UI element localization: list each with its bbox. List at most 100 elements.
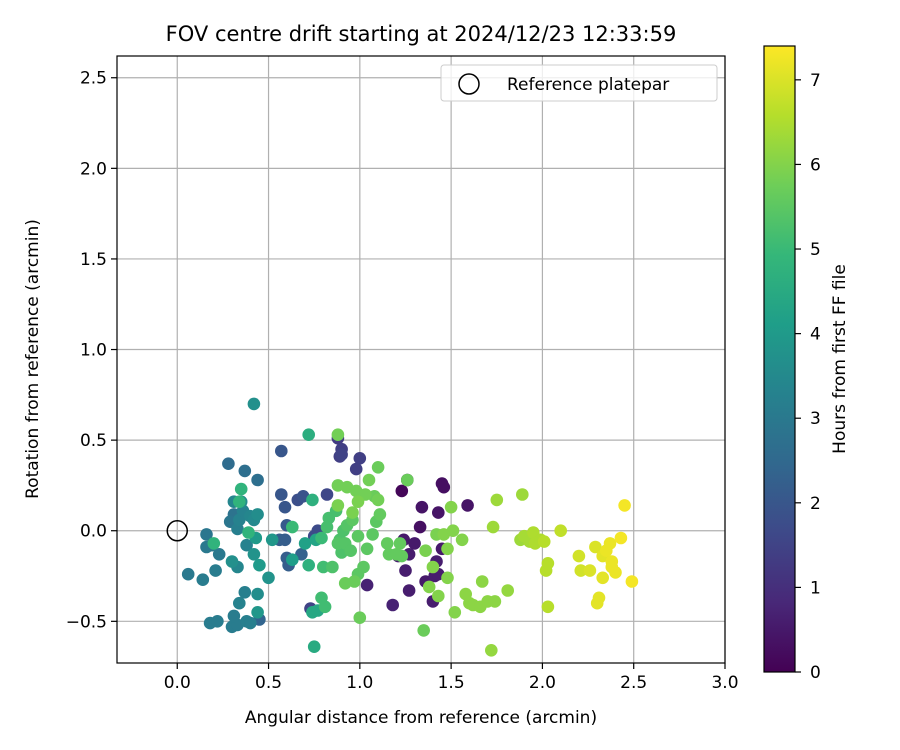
scatter-point [583, 564, 597, 577]
scatter-point [275, 444, 288, 458]
scatter-point [516, 488, 529, 501]
scatter-point [317, 560, 330, 574]
colorbar-tick-label: 0 [810, 663, 821, 683]
scatter-point [357, 560, 370, 574]
scatter-point [315, 591, 328, 605]
legend-marker-reference [458, 73, 480, 95]
x-tick-label: 2.0 [529, 673, 556, 693]
scatter-point [331, 428, 345, 442]
y-tick-label: 1.5 [80, 250, 107, 270]
scatter-point [251, 606, 264, 619]
scatter-point [373, 508, 387, 521]
scatter-point [486, 520, 500, 534]
colorbar-frame [763, 45, 796, 673]
legend-box [440, 64, 718, 102]
scatter-point [227, 609, 241, 623]
scatter-point [399, 564, 412, 577]
scatter-point [380, 537, 394, 550]
scatter-point [572, 549, 586, 563]
scatter-point [422, 580, 436, 594]
scatter-point [247, 548, 261, 561]
colorbar-tick-label: 6 [810, 155, 821, 175]
legend: Reference platepar [440, 64, 718, 102]
scatter-point [360, 542, 374, 556]
scatter-point [346, 506, 359, 519]
scatter-point [338, 577, 352, 590]
scatter-point [331, 479, 345, 492]
scatter-point [320, 488, 334, 501]
scatter-point [233, 495, 246, 509]
scatter-point [353, 452, 367, 465]
scatter-point [326, 560, 339, 574]
scatter-point [444, 500, 458, 514]
scatter-point [446, 524, 460, 537]
scatter-point [360, 578, 374, 592]
x-tick-label: 1.0 [346, 673, 373, 693]
plot-frame [116, 55, 726, 664]
scatter-point [349, 462, 363, 476]
y-tick-label: 2.5 [80, 69, 107, 89]
scatter-point [419, 544, 432, 557]
scatter-point [286, 520, 299, 534]
colorbar-tick-label: 4 [810, 325, 821, 345]
scatter-point [315, 531, 328, 545]
colorbar-tick-label: 1 [810, 578, 821, 598]
scatter-point [501, 584, 514, 597]
scatter-point [618, 499, 631, 512]
scatter-point [362, 473, 376, 487]
scatter-point [395, 484, 409, 498]
scatter-point [212, 548, 226, 561]
scatter-point [302, 558, 316, 572]
scatter-point [395, 549, 409, 563]
reference-marker [166, 519, 189, 542]
x-tick-label: 1.5 [438, 673, 465, 693]
colorbar-tick-label: 2 [810, 494, 821, 514]
scatter-point [181, 567, 195, 581]
scatter-point [307, 640, 321, 653]
scatter-point [225, 555, 239, 568]
scatter-point [353, 611, 367, 624]
scatter-point [234, 482, 248, 496]
data-points [181, 397, 639, 657]
colorbar-tick-label: 3 [810, 409, 821, 429]
scatter-point [222, 457, 235, 471]
scatter-point [437, 480, 451, 494]
scatter-point [541, 557, 555, 570]
y-tick-label: 0.5 [80, 431, 107, 451]
scatter-point [386, 598, 400, 612]
scatter-point [603, 537, 617, 550]
scatter-point [200, 528, 213, 541]
scatter-point [541, 600, 555, 614]
scatter-point [408, 537, 421, 550]
scatter-point [455, 533, 469, 547]
legend-label-reference: Reference platepar [507, 75, 669, 95]
scatter-point [244, 616, 257, 630]
scatter-point [331, 499, 345, 512]
scatter-point [432, 506, 445, 519]
scatter-point [278, 533, 292, 547]
y-tick-label: 0.0 [80, 522, 107, 542]
scatter-point [417, 624, 431, 637]
scatter-point [490, 493, 504, 507]
scatter-point [589, 540, 602, 554]
scatter-point [402, 584, 416, 597]
scatter-point [537, 535, 551, 548]
reference-platepar-marker [166, 519, 189, 542]
scatter-point [413, 520, 427, 534]
scatter-point [302, 428, 316, 442]
scatter-point [278, 500, 292, 514]
scatter-point [485, 644, 498, 657]
scatter-point [366, 528, 379, 541]
scatter-point [251, 508, 264, 521]
scatter-point [295, 548, 308, 561]
x-tick-label: 0.5 [255, 673, 282, 693]
scatter-point [286, 553, 299, 566]
y-tick-label: 1.0 [80, 341, 107, 361]
scatter-point [590, 596, 604, 610]
scatter-point [426, 560, 440, 574]
scatter-point [393, 537, 407, 550]
scatter-point [614, 531, 628, 545]
x-axis-label: Angular distance from reference (arcmin) [245, 708, 597, 728]
scatter-point [275, 488, 288, 501]
